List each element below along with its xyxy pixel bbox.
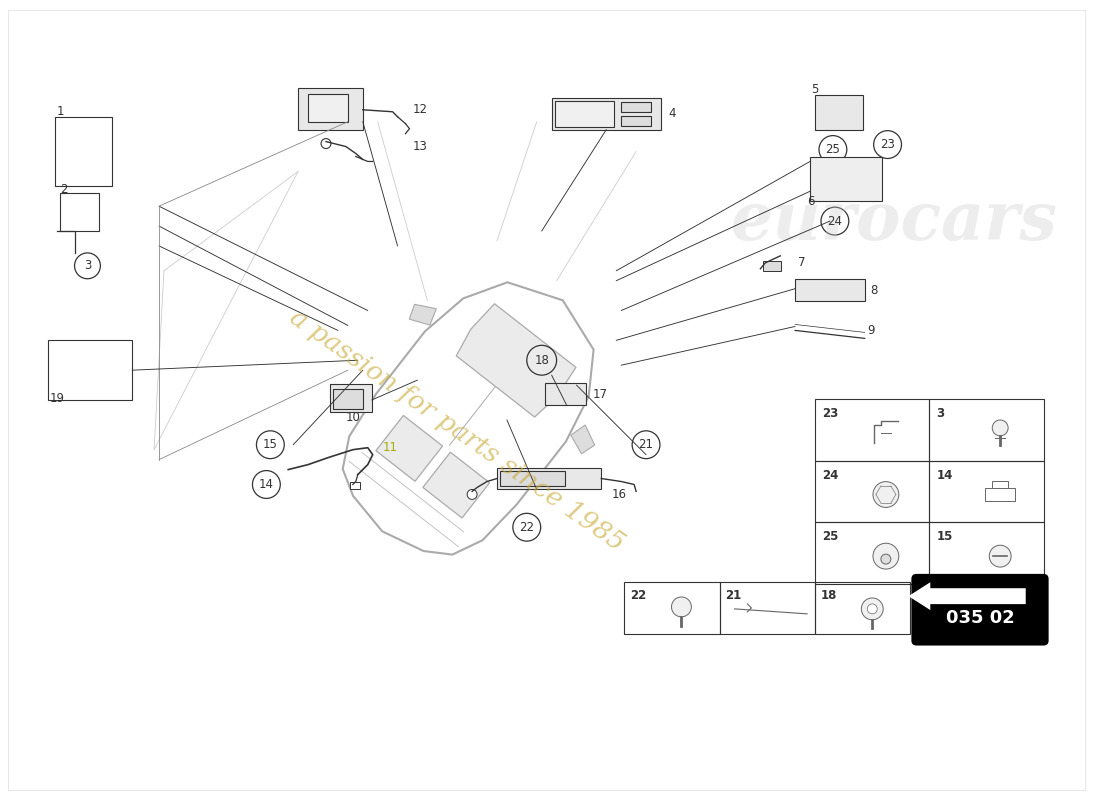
Circle shape <box>873 543 899 569</box>
Text: 19: 19 <box>50 391 65 405</box>
Polygon shape <box>409 304 437 325</box>
FancyBboxPatch shape <box>912 575 1047 645</box>
Polygon shape <box>343 282 594 554</box>
Text: 12: 12 <box>412 103 428 116</box>
Bar <box>815 461 930 522</box>
Circle shape <box>881 554 891 564</box>
Circle shape <box>321 138 331 149</box>
Circle shape <box>671 597 692 617</box>
Text: 10: 10 <box>345 411 361 424</box>
Circle shape <box>861 598 883 620</box>
Text: 18: 18 <box>535 354 549 366</box>
Bar <box>621 102 651 112</box>
Bar <box>308 94 348 122</box>
Text: 4: 4 <box>668 107 675 120</box>
Polygon shape <box>376 415 442 482</box>
Bar <box>810 158 881 202</box>
Bar <box>333 389 363 409</box>
Polygon shape <box>456 304 576 417</box>
Text: 9: 9 <box>868 324 876 337</box>
Text: 035 02: 035 02 <box>946 609 1014 626</box>
Text: 21: 21 <box>638 438 653 451</box>
Circle shape <box>992 420 1008 436</box>
Bar <box>795 278 865 301</box>
Bar <box>298 88 363 130</box>
Bar <box>763 261 781 270</box>
Text: 25: 25 <box>825 143 840 156</box>
Text: 7: 7 <box>799 256 805 270</box>
Circle shape <box>873 482 899 507</box>
Text: 3: 3 <box>84 259 91 272</box>
Text: 3: 3 <box>936 407 945 420</box>
Text: 21: 21 <box>726 589 741 602</box>
Text: 6: 6 <box>807 194 815 208</box>
Text: 5: 5 <box>811 83 818 96</box>
Bar <box>815 95 862 130</box>
Bar <box>350 482 360 490</box>
Bar <box>815 582 911 634</box>
Bar <box>815 522 930 584</box>
Text: 15: 15 <box>263 438 278 451</box>
Text: 13: 13 <box>412 140 428 153</box>
Circle shape <box>468 490 477 499</box>
FancyArrow shape <box>909 582 1025 610</box>
Text: 15: 15 <box>936 530 953 543</box>
Bar <box>59 194 99 231</box>
Text: 17: 17 <box>593 387 607 401</box>
Text: 14: 14 <box>258 478 274 491</box>
Bar <box>815 399 930 461</box>
Bar <box>930 522 1044 584</box>
Bar <box>930 399 1044 461</box>
Polygon shape <box>571 425 595 454</box>
Text: 18: 18 <box>821 589 837 602</box>
Bar <box>330 384 372 412</box>
Circle shape <box>989 546 1011 567</box>
Bar <box>544 383 586 405</box>
Circle shape <box>867 604 877 614</box>
Bar <box>47 340 132 400</box>
Bar <box>624 582 719 634</box>
Text: 11: 11 <box>383 442 398 454</box>
Bar <box>55 117 112 186</box>
Bar <box>497 467 602 490</box>
Text: 14: 14 <box>936 469 953 482</box>
Bar <box>986 487 1015 502</box>
Text: 22: 22 <box>630 589 647 602</box>
Bar <box>551 98 661 130</box>
Text: 22: 22 <box>519 521 535 534</box>
Bar <box>930 461 1044 522</box>
Text: 23: 23 <box>880 138 895 151</box>
Bar <box>719 582 815 634</box>
Text: 2: 2 <box>59 182 67 196</box>
Text: 25: 25 <box>822 530 838 543</box>
Polygon shape <box>422 452 490 518</box>
Bar <box>621 116 651 126</box>
Text: 8: 8 <box>871 284 878 297</box>
Text: a passion for parts since 1985: a passion for parts since 1985 <box>285 304 629 555</box>
Bar <box>554 101 614 126</box>
Text: 1: 1 <box>57 106 64 118</box>
Text: eurocars: eurocars <box>732 189 1058 254</box>
Text: 24: 24 <box>822 469 838 482</box>
Text: 16: 16 <box>612 488 626 501</box>
Text: 23: 23 <box>822 407 838 420</box>
Bar <box>499 470 564 486</box>
Text: 24: 24 <box>827 214 843 227</box>
